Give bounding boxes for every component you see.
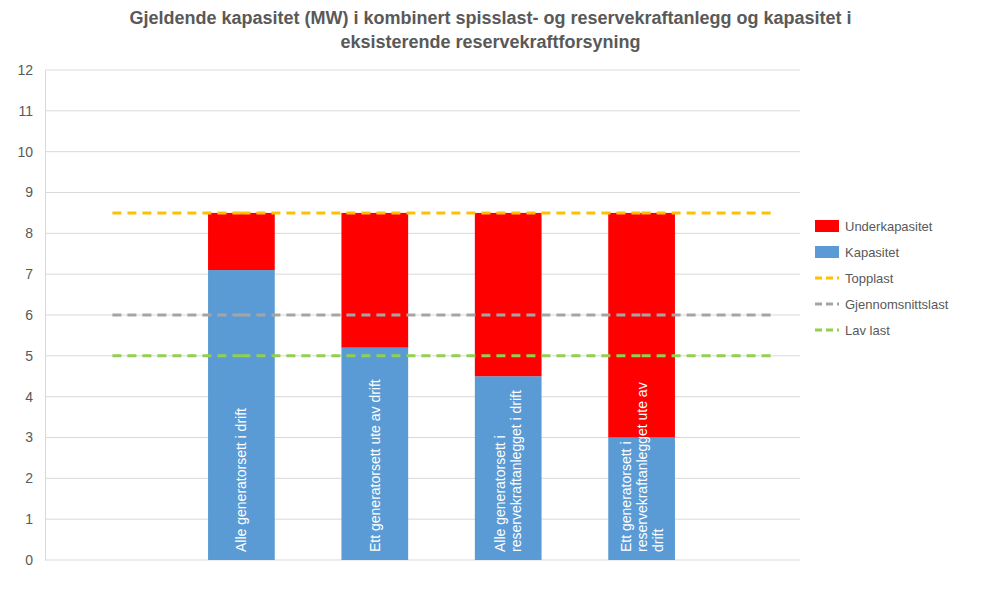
y-tick-label: 9 [25, 184, 33, 200]
line [241, 211, 641, 214]
legend-swatch [815, 246, 839, 258]
y-tick: 6 [25, 307, 45, 323]
y-tick-label: 5 [25, 348, 33, 364]
y-tick-label: 8 [25, 225, 33, 241]
line-extension [108, 211, 241, 214]
legend-swatch [815, 329, 839, 332]
y-tick-label: 6 [25, 307, 33, 323]
bar [475, 213, 542, 376]
legend-swatch [815, 303, 839, 306]
y-tick-label: 7 [25, 266, 33, 282]
category-label: Ett generatorsett ute av drift [367, 379, 383, 552]
legend: Underkapasitet Kapasitet Topplast Gjennomsn… [815, 219, 949, 338]
legend-label: Gjennomsnittslast [845, 297, 949, 312]
line-extension [108, 354, 241, 357]
grid-line [45, 151, 800, 152]
line-extension [642, 354, 775, 357]
y-tick: 9 [25, 184, 45, 200]
legend-label: Lav last [845, 323, 890, 338]
bar [208, 213, 275, 270]
y-tick-label: 1 [25, 511, 33, 527]
y-tick: 5 [25, 348, 45, 364]
grid [45, 70, 800, 560]
line-series [108, 355, 775, 356]
grid-line [45, 274, 800, 275]
category-label: Alle generatorsett ireservekraftanlegget… [492, 390, 524, 552]
y-tick-label: 10 [17, 144, 33, 160]
category-labels: Alle generatorsett i drift Ett generators… [233, 379, 665, 552]
grid-line [45, 396, 800, 397]
grid-line [45, 560, 800, 561]
y-axis-line [45, 71, 46, 561]
y-tick: 7 [25, 266, 45, 282]
bar-series [208, 213, 675, 438]
y-tick: 1 [25, 511, 45, 527]
legend-swatch [815, 220, 839, 232]
y-tick: 10 [17, 144, 45, 160]
line [241, 354, 641, 357]
line-extension [642, 314, 775, 317]
y-tick-label: 11 [18, 103, 33, 119]
category-label: Alle generatorsett i drift [233, 408, 249, 552]
marks [108, 213, 775, 560]
legend-swatch [815, 277, 839, 280]
bar [341, 213, 408, 348]
legend-label: Topplast [845, 271, 894, 286]
grid-line [45, 478, 800, 479]
y-tick: 8 [25, 225, 45, 241]
line-extension [642, 211, 775, 214]
y-tick: 4 [25, 389, 45, 405]
line-series [108, 212, 775, 213]
line-extension [108, 314, 241, 317]
title: Gjeldende kapasitet (MW) i kombinert spi… [129, 8, 851, 52]
chart: Gjeldende kapasitet (MW) i kombinert spi… [0, 0, 981, 604]
y-tick-label: 4 [25, 389, 33, 405]
y-tick-label: 12 [17, 62, 33, 78]
bar [341, 348, 408, 560]
grid-line [45, 192, 800, 193]
bar-series [208, 270, 675, 560]
grid-line [45, 315, 800, 316]
legend-label: Kapasitet [845, 245, 900, 260]
y-axis: 0123456789101112 [17, 62, 45, 568]
y-tick-label: 2 [25, 470, 33, 486]
y-tick: 3 [25, 429, 45, 445]
bar [475, 376, 542, 560]
line-series [108, 315, 775, 316]
grid-line [45, 233, 800, 234]
grid-line [45, 110, 800, 111]
grid-line [45, 70, 800, 71]
y-tick-label: 0 [25, 552, 33, 568]
category-label: Ett generatorsett ireservekraftanlegget … [618, 382, 666, 552]
y-tick-label: 3 [25, 429, 33, 445]
grid-line [45, 437, 800, 438]
grid-line [45, 355, 800, 356]
y-tick: 12 [17, 62, 45, 78]
legend-label: Underkapasitet [845, 219, 933, 234]
y-tick: 2 [25, 470, 45, 486]
grid-line [45, 519, 800, 520]
y-tick: 11 [18, 103, 45, 119]
line [241, 314, 641, 317]
y-tick: 0 [25, 552, 45, 568]
